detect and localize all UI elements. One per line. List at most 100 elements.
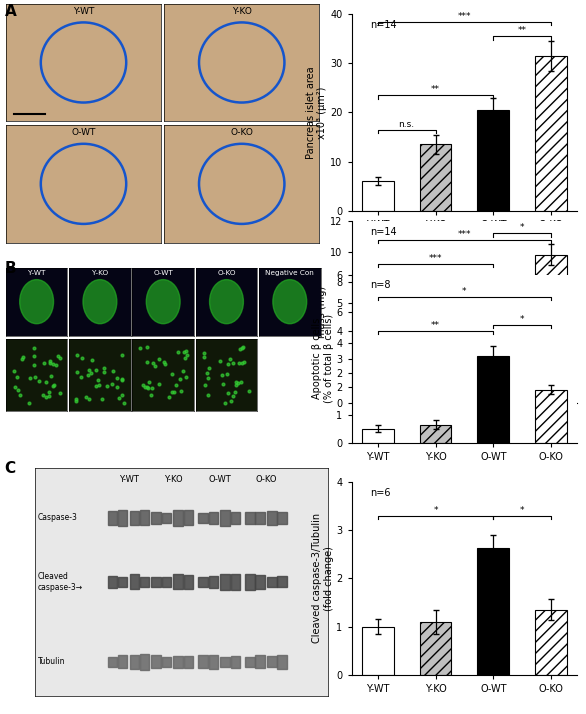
Text: *: * bbox=[462, 287, 466, 296]
Bar bbox=[535, 56, 567, 211]
Point bbox=[269, 42, 278, 54]
Point bbox=[515, 213, 524, 225]
Point bbox=[391, 261, 400, 273]
Point bbox=[472, 135, 482, 146]
Bar bbox=[267, 575, 277, 588]
Bar bbox=[162, 513, 171, 523]
Bar bbox=[173, 513, 183, 523]
Bar bbox=[255, 513, 265, 523]
Bar bbox=[118, 655, 127, 668]
Bar bbox=[245, 654, 254, 670]
Point bbox=[153, 261, 162, 273]
Text: *: * bbox=[520, 223, 524, 233]
Text: **: ** bbox=[431, 321, 440, 330]
Point bbox=[440, 57, 449, 69]
Bar bbox=[108, 511, 117, 525]
Text: Y-KO: Y-KO bbox=[92, 270, 108, 276]
Text: O-WT: O-WT bbox=[71, 129, 96, 138]
Bar bbox=[184, 655, 193, 669]
Point bbox=[339, 146, 349, 158]
Point bbox=[330, 228, 339, 240]
Bar bbox=[267, 511, 277, 526]
Point bbox=[398, 131, 408, 143]
Point bbox=[247, 301, 256, 312]
Point bbox=[160, 278, 169, 289]
Point bbox=[428, 237, 438, 248]
Point bbox=[157, 231, 166, 243]
Point bbox=[369, 138, 378, 149]
Bar bbox=[255, 577, 265, 587]
Bar bbox=[139, 576, 149, 588]
Text: n=14: n=14 bbox=[370, 20, 396, 30]
Bar bbox=[278, 577, 287, 587]
Point bbox=[394, 245, 403, 256]
Point bbox=[524, 206, 534, 217]
Point bbox=[130, 61, 139, 72]
Point bbox=[414, 16, 423, 27]
Bar bbox=[198, 655, 207, 668]
Y-axis label: Pancreas islet area
x10³ (μm²): Pancreas islet area x10³ (μm²) bbox=[306, 66, 328, 159]
Point bbox=[488, 297, 497, 308]
Point bbox=[145, 186, 155, 198]
Point bbox=[578, 89, 586, 101]
Point bbox=[443, 149, 452, 160]
Bar bbox=[231, 655, 240, 669]
Point bbox=[276, 266, 285, 277]
Text: O-KO: O-KO bbox=[256, 475, 277, 483]
Bar bbox=[173, 575, 183, 588]
Text: Y-KO: Y-KO bbox=[163, 475, 182, 483]
Text: A: A bbox=[5, 4, 16, 19]
Point bbox=[527, 70, 536, 81]
Point bbox=[370, 231, 380, 243]
Point bbox=[574, 84, 584, 95]
Bar bbox=[220, 575, 230, 589]
Bar bbox=[220, 513, 230, 523]
Text: **: ** bbox=[517, 26, 527, 35]
Text: O-WT: O-WT bbox=[154, 270, 173, 276]
Bar bbox=[130, 575, 139, 588]
Text: Y-WT: Y-WT bbox=[28, 270, 45, 276]
Point bbox=[334, 231, 343, 242]
Point bbox=[340, 3, 349, 14]
Bar bbox=[162, 577, 171, 587]
Bar bbox=[118, 575, 127, 588]
Point bbox=[252, 242, 261, 253]
Point bbox=[578, 199, 586, 211]
Point bbox=[325, 29, 335, 40]
Point bbox=[526, 154, 536, 166]
Text: Cleaved
caspase-3→: Cleaved caspase-3→ bbox=[38, 572, 83, 592]
Point bbox=[338, 164, 347, 175]
Text: ***: *** bbox=[458, 11, 471, 21]
Bar bbox=[278, 655, 287, 669]
Text: C: C bbox=[5, 461, 16, 476]
Point bbox=[107, 9, 117, 20]
Bar bbox=[198, 576, 207, 588]
Text: Y-WT: Y-WT bbox=[73, 7, 94, 16]
Point bbox=[573, 226, 582, 237]
Bar bbox=[198, 513, 207, 523]
Point bbox=[550, 256, 560, 267]
Ellipse shape bbox=[210, 280, 243, 323]
Bar bbox=[173, 654, 183, 670]
Point bbox=[276, 0, 285, 10]
Text: ***: *** bbox=[458, 230, 471, 238]
Text: *: * bbox=[520, 506, 524, 515]
Text: Y-KO: Y-KO bbox=[232, 7, 251, 16]
Point bbox=[287, 155, 297, 166]
Bar bbox=[535, 255, 567, 403]
Point bbox=[520, 197, 530, 208]
Bar bbox=[267, 655, 277, 668]
Bar bbox=[151, 657, 161, 667]
Point bbox=[302, 139, 312, 150]
Bar bbox=[139, 512, 149, 524]
Point bbox=[254, 135, 263, 146]
Text: Negative Con: Negative Con bbox=[265, 270, 314, 276]
Bar bbox=[420, 144, 451, 211]
Bar bbox=[231, 574, 240, 590]
Text: n=6: n=6 bbox=[370, 488, 390, 498]
Text: Tubulin: Tubulin bbox=[38, 658, 66, 666]
Point bbox=[254, 77, 263, 89]
Point bbox=[297, 66, 306, 77]
Bar bbox=[478, 548, 509, 675]
Bar bbox=[535, 610, 567, 675]
